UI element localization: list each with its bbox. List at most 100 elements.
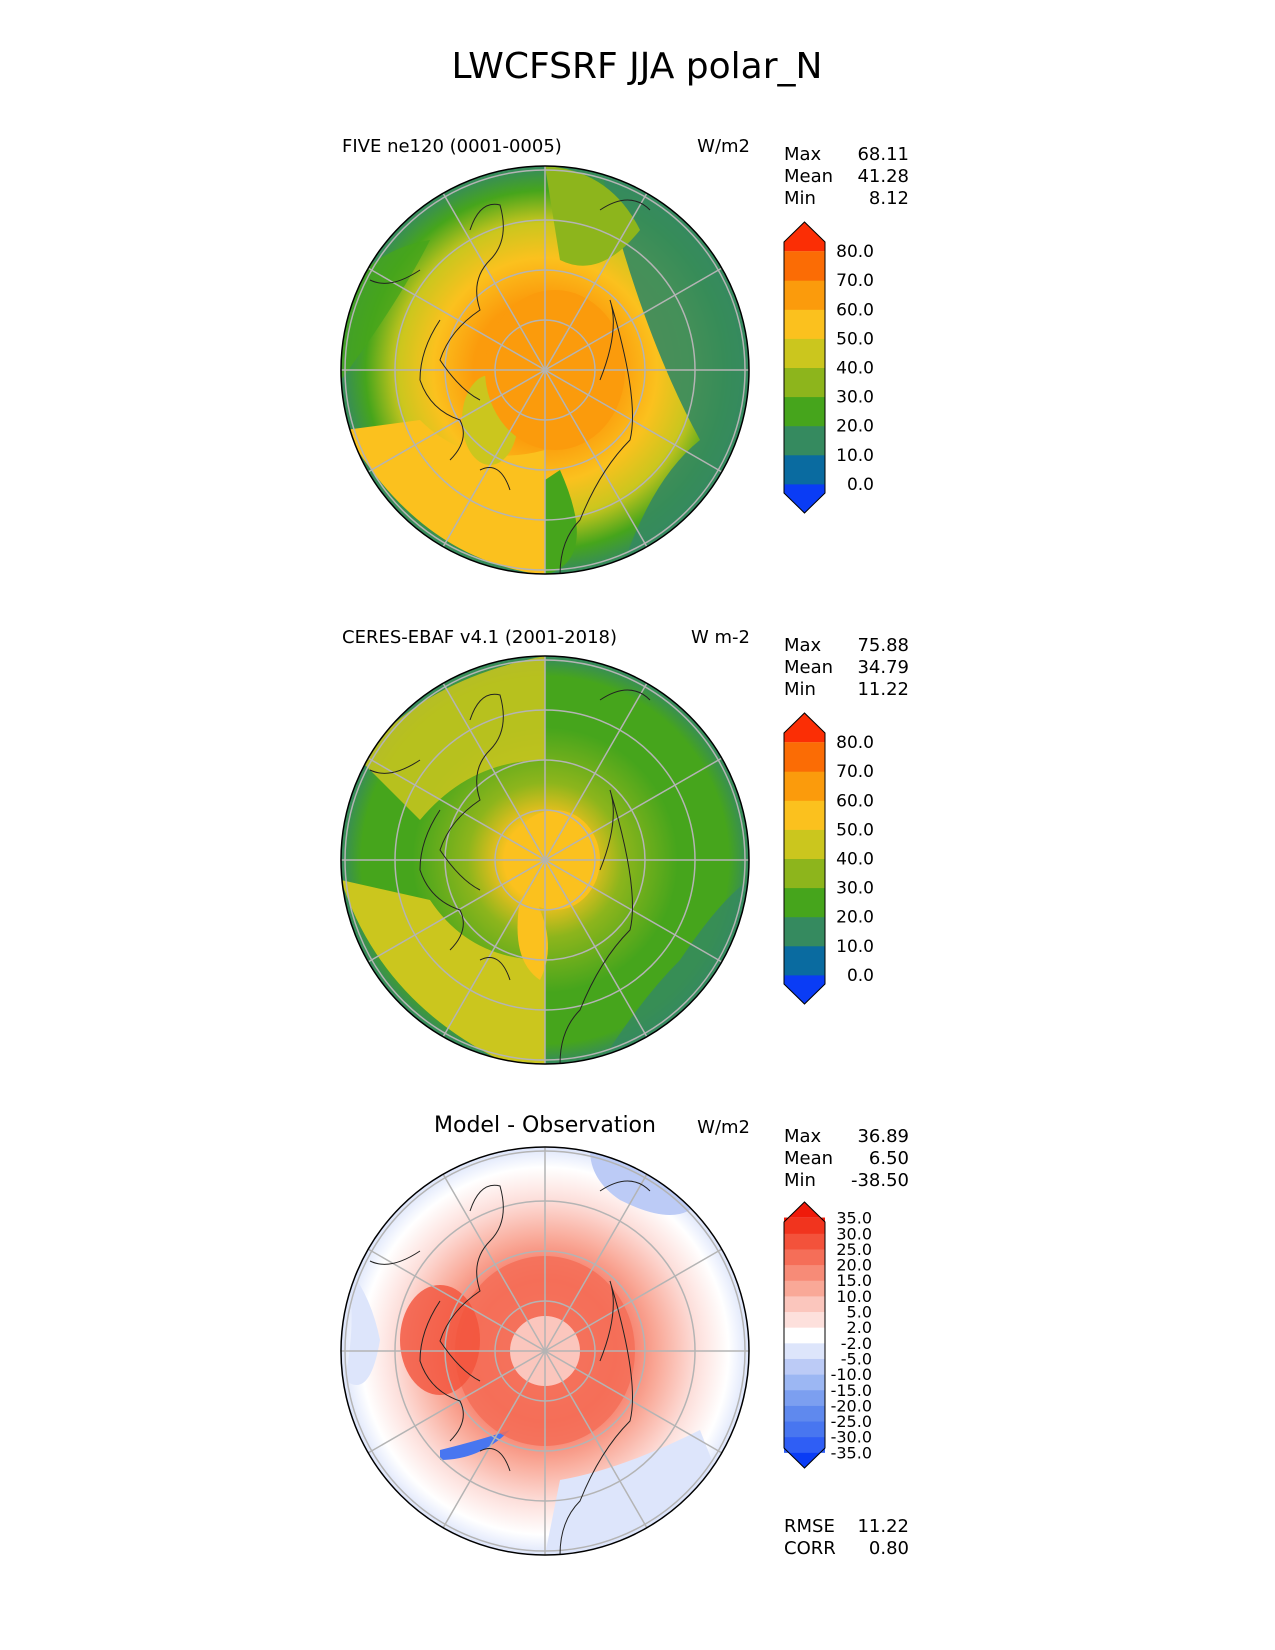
colorbar-bin (784, 1358, 825, 1375)
field-region-eurasia (545, 470, 577, 574)
colorbar-bin (784, 945, 825, 976)
field-region-atlantic-west (341, 1260, 380, 1385)
panel-difference: Model - Observation W/m2 (340, 1113, 909, 1559)
colorbar-tick-label: 0.0 (847, 966, 874, 986)
colorbar-bin (784, 1311, 825, 1328)
colorbar-bin (784, 454, 825, 485)
figure-title: LWCFSRF JJA polar_N (452, 46, 823, 87)
colorbar-bin (784, 483, 825, 513)
stat-mean-value: 6.50 (869, 1148, 909, 1169)
colorbar-bin (784, 1327, 825, 1344)
colorbar-tick-label: 35.0 (836, 1209, 872, 1228)
colorbar-tick-label: 30.0 (836, 879, 874, 899)
colorbar: 0.0 10.0 20.0 30.0 40.0 50.0 60.0 70.0 80.0 (783, 221, 874, 514)
colorbar-tick-label: 5.0 (847, 1303, 872, 1322)
colorbar-tick-label: 40.0 (836, 850, 874, 870)
colorbar-bin (784, 1280, 825, 1297)
panel-units: W/m2 (697, 1117, 750, 1138)
colorbar-tick-label: 50.0 (836, 329, 874, 349)
colorbar-tick-label: -20.0 (831, 1396, 872, 1415)
colorbar-bin (784, 829, 825, 859)
colorbar-tick-label: 20.0 (836, 908, 874, 928)
stat-min-label: Min (784, 188, 816, 209)
colorbar-bin (784, 1405, 825, 1422)
stat-max-value: 75.88 (857, 635, 909, 656)
colorbar-tick-label: 70.0 (836, 762, 874, 782)
colorbar-tick-label: 20.0 (836, 1256, 872, 1275)
stat-min-label: Min (784, 1170, 816, 1191)
colorbar-bin (784, 1389, 825, 1406)
colorbar-bin (784, 1202, 825, 1222)
colorbar-tick-label: -30.0 (831, 1428, 872, 1447)
colorbar-bin (784, 858, 825, 889)
colorbar-tick-label: 10.0 (836, 1287, 872, 1306)
panel-model: FIVE ne120 (0001-0005) W/m2 (340, 136, 909, 575)
panel-units: W/m2 (697, 136, 750, 157)
colorbar-bin (784, 222, 825, 252)
stat-max-label: Max (784, 635, 822, 656)
metric-rmse-value: 11.22 (857, 1516, 909, 1537)
stat-mean-label: Mean (784, 166, 833, 187)
colorbar: 0.0 10.0 20.0 30.0 40.0 50.0 60.0 70.0 80.0 (783, 712, 874, 1005)
field-region-siberia (545, 166, 640, 266)
colorbar-tick-label: -15.0 (831, 1381, 872, 1400)
colorbar-bin (784, 1421, 825, 1438)
colorbar-bin (784, 367, 825, 398)
stat-min-value: -38.50 (851, 1170, 909, 1191)
colorbar-outline (783, 1201, 826, 1469)
colorbar-tick-label: -10.0 (831, 1365, 872, 1384)
colorbar-tick-label: 30.0 (836, 388, 874, 408)
colorbar-outline (783, 712, 826, 1005)
colorbar-tick-label: 60.0 (836, 300, 874, 320)
colorbar-bin (784, 1248, 825, 1266)
stat-mean-value: 34.79 (857, 657, 909, 678)
field-region-greenland-coast (440, 1430, 510, 1460)
colorbar-tick-label: 2.0 (847, 1318, 872, 1337)
colorbar-tick-label: 30.0 (836, 1224, 872, 1243)
stat-min-label: Min (784, 679, 816, 700)
colorbar-tick-label: 70.0 (836, 271, 874, 291)
colorbar-tick-label: 10.0 (836, 446, 874, 466)
colorbar-tick-label: 60.0 (836, 791, 874, 811)
colorbar-bin (784, 713, 825, 743)
colorbar-tick-label: -5.0 (841, 1349, 872, 1368)
colorbar-tick-label: 20.0 (836, 417, 874, 437)
graticule (341, 656, 749, 1064)
colorbar-outline (783, 221, 826, 514)
stat-mean-value: 41.28 (857, 166, 909, 187)
coastlines (369, 689, 651, 1064)
colorbar-bin (784, 396, 825, 427)
field-region-pacific (590, 1150, 700, 1215)
colorbar-bin (784, 1374, 825, 1391)
colorbar-bin (784, 1436, 825, 1453)
colorbar-bin (784, 800, 825, 830)
stat-min-value: 11.22 (857, 679, 909, 700)
polar-map (341, 1147, 749, 1555)
colorbar-bin (784, 251, 825, 281)
polar-map (341, 656, 749, 1064)
colorbar-bin (784, 742, 825, 772)
colorbar-bin (784, 338, 825, 368)
map-border (340, 1146, 750, 1556)
metric-corr-label: CORR (784, 1538, 836, 1559)
polar-map (341, 166, 749, 574)
metric-rmse-label: RMSE (784, 1516, 835, 1537)
colorbar-tick-label: 80.0 (836, 242, 874, 262)
colorbar-tick-label: 40.0 (836, 359, 874, 379)
coastlines (369, 1180, 651, 1555)
colorbar-tick-label: 25.0 (836, 1240, 872, 1259)
colorbar-tick-label: -25.0 (831, 1412, 872, 1431)
colorbar-bin (784, 1448, 825, 1468)
colorbar-tick-label: 50.0 (836, 820, 874, 840)
graticule (341, 166, 749, 574)
stat-mean-label: Mean (784, 657, 833, 678)
field-region-atlantic (341, 880, 545, 1064)
colorbar: -35.0-30.0-25.0-20.0-15.0-10.0-5.0-2.02.… (783, 1201, 872, 1469)
panel-observation: CERES-EBAF v4.1 (2001-2018) W m-2 (340, 627, 909, 1065)
colorbar-bin (784, 280, 825, 310)
colorbar-tick-label: 0.0 (847, 475, 874, 495)
colorbar-bin (784, 309, 825, 339)
colorbar-bin (784, 887, 825, 918)
stat-mean-label: Mean (784, 1148, 833, 1169)
